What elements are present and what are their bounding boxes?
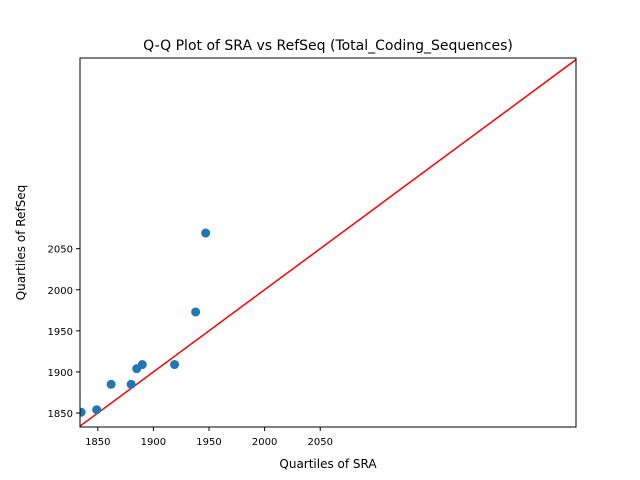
reference-line-layer: [80, 59, 576, 427]
points-layer: [80, 228, 211, 417]
x-tick-label: 2000: [252, 437, 277, 448]
y-tick-label: 1950: [48, 327, 73, 338]
x-tick-label: 2050: [307, 437, 332, 448]
data-point: [201, 228, 211, 238]
y-tick-label: 2050: [48, 245, 73, 256]
y-axis: 1850 1900 1950 2000 2050: [48, 245, 80, 420]
data-point: [137, 360, 147, 370]
y-axis-label: Quartiles of RefSeq: [14, 185, 28, 301]
data-point: [191, 307, 201, 317]
x-axis-label: Quartiles of SRA: [279, 457, 377, 471]
data-point: [170, 360, 180, 370]
y-tick-label: 1900: [48, 368, 73, 379]
x-tick-label: 1850: [85, 437, 110, 448]
x-axis: 1850 1900 1950 2000 2050: [85, 427, 333, 448]
x-tick-label: 1900: [141, 437, 166, 448]
plot-frame: [79, 57, 577, 428]
data-point: [126, 379, 136, 389]
chart-title: Q-Q Plot of SRA vs RefSeq (Total_Coding_…: [143, 38, 513, 54]
data-point: [92, 405, 102, 415]
data-point: [80, 407, 86, 417]
x-tick-label: 1950: [196, 437, 221, 448]
reference-line: [80, 59, 576, 427]
y-tick-label: 2000: [48, 286, 73, 297]
data-point: [106, 379, 116, 389]
y-tick-label: 1850: [48, 409, 73, 420]
